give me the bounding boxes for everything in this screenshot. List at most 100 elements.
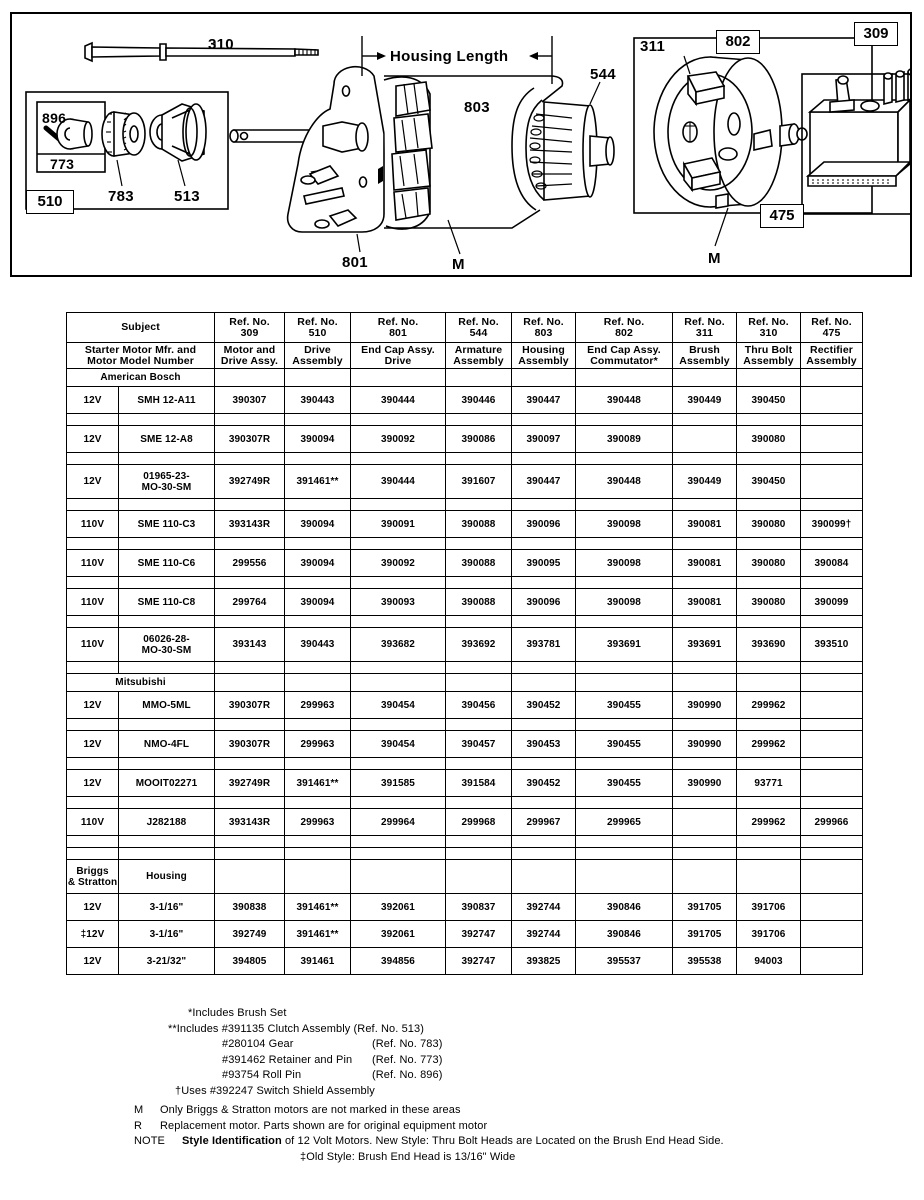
empty-cell [672,537,737,550]
empty-cell [511,757,576,770]
footnote-note-key: NOTE [134,1135,165,1147]
model-line1: 01965-23- [143,470,190,482]
table-spacer-row [66,537,863,550]
empty-cell [672,796,737,809]
desc-475-l1: Rectifier [810,343,853,356]
empty-cell [284,673,351,692]
empty-cell [350,796,446,809]
subject-desc-line1: Starter Motor Mfr. and [84,343,197,356]
empty-cell [350,368,446,387]
cell-part-number: 393143R [214,808,285,836]
empty-cell [672,673,737,692]
cell-part-number: 391706 [736,920,801,948]
empty-cell [445,498,512,511]
table-row[interactable]: 12V SMH 12-A11 390307 390443 390444 390446 390… [66,386,863,414]
cell-part-number: 395538 [672,947,737,975]
cell-voltage: 110V [66,808,119,836]
cell-part-number: 390456 [445,691,512,719]
empty-cell [214,368,285,387]
empty-cell [736,452,801,465]
empty-cell [118,835,215,848]
table-spacer-row [66,796,863,809]
ref-box-802: 802 [716,30,760,54]
callout-801: 801 [342,254,368,271]
table-row[interactable]: 110V SME 110-C8 299764 390094 390093 390088 39… [66,588,863,616]
cell-part-number [800,920,863,948]
empty-cell [575,537,673,550]
cell-part-number: 390846 [575,920,673,948]
footnotes-block: *Includes Brush Set **Includes #391135 C… [0,1006,924,1165]
cell-model: NMO-4FL [118,730,215,758]
cell-part-number: 390452 [511,769,576,797]
empty-cell [118,757,215,770]
callout-896: 896 [42,110,67,126]
table-row[interactable]: 12V 3-21/32" 394805 391461 394856 392747 39382… [66,947,863,975]
cell-part-number: 390080 [736,549,801,577]
empty-cell [350,615,446,628]
empty-cell [284,835,351,848]
cell-part-number: 390307R [214,691,285,719]
footnote-switch-shield: †Uses #392247 Switch Shield Assembly [175,1084,375,1097]
empty-cell [214,661,285,674]
empty-cell [66,452,119,465]
header-ref-803: Ref. No. 803 [511,312,576,343]
empty-cell [350,661,446,674]
cell-model: MMO-5ML [118,691,215,719]
table-row[interactable]: 110V SME 110-C6 299556 390094 390092 390088 39… [66,549,863,577]
table-row[interactable]: 12V NMO-4FL 390307R 299963 390454 390457 39045… [66,730,863,758]
ref-label-801: Ref. No. [377,315,419,328]
empty-cell [445,452,512,465]
empty-cell [284,413,351,426]
empty-cell [672,452,737,465]
header-desc-802: End Cap Assy. Commutator* [575,342,673,369]
cell-part-number: 390096 [511,510,576,538]
cell-part-number: 94003 [736,947,801,975]
empty-cell [575,835,673,848]
cell-part-number [800,691,863,719]
footnote-old-style: ‡Old Style: Brush End Head is 13/16" Wid… [300,1150,516,1163]
table-row[interactable]: 110V SME 110-C3 393143R 390094 390091 390088 3… [66,510,863,538]
footnote-m: M Only Briggs & Stratton motors are not m… [0,1103,924,1119]
cell-part-number: 299963 [284,808,351,836]
empty-cell [214,718,285,731]
cell-part-number: 393825 [511,947,576,975]
cell-part-number: 299764 [214,588,285,616]
model-line2: MO-30-SM [141,644,192,656]
empty-cell [350,537,446,550]
table-row[interactable]: 12V 01965-23- MO-30-SM 392749R 391461** 39044… [66,464,863,499]
cell-part-number: 390307R [214,425,285,453]
table-spacer-row [66,661,863,674]
empty-cell [511,368,576,387]
subject-desc-line2: Motor Model Number [87,354,194,367]
table-row[interactable]: 12V SME 12-A8 390307R 390094 390092 390086 390… [66,425,863,453]
table-spacer-row [66,576,863,589]
cell-part-number: 390846 [575,893,673,921]
empty-cell [672,718,737,731]
cell-part-number: 390081 [672,588,737,616]
header-ref-309: Ref. No. 309 [214,312,285,343]
model-line1: 06026-28- [143,633,190,645]
empty-cell [66,718,119,731]
briggs-housing-label: Housing [118,859,215,894]
cell-voltage: 12V [66,691,119,719]
ref-number-510: 510 [308,326,327,339]
empty-cell [575,576,673,589]
table-row[interactable]: 12V MMO-5ML 390307R 299963 390454 390456 39045… [66,691,863,719]
cell-part-number: 393143 [214,627,285,662]
cell-part-number: 391705 [672,893,737,921]
cell-part-number: 390990 [672,769,737,797]
table-row[interactable]: 12V MOOIT02271 392749R 391461** 391585 391584… [66,769,863,797]
cell-part-number: 390095 [511,549,576,577]
empty-cell [511,673,576,692]
table-row[interactable]: 110V 06026-28- MO-30-SM 393143 390443 393682 3… [66,627,863,662]
table-row[interactable]: 12V 3-1/16" 390838 391461** 392061 390837 3927… [66,893,863,921]
empty-cell [214,796,285,809]
model-line2: MO-30-SM [141,481,192,493]
table-row[interactable]: ‡12V 3-1/16" 392749 391461** 392061 392747 392… [66,920,863,948]
empty-cell [350,835,446,848]
ref-number-311: 311 [695,326,714,339]
manufacturer-label-briggs: Briggs & Stratton [66,859,119,894]
desc-311-l1: Brush [689,343,720,356]
table-row[interactable]: 110V J282188 393143R 299963 299964 299968 2999… [66,808,863,836]
footnote-r-text: Replacement motor. Parts shown are for o… [160,1119,488,1132]
